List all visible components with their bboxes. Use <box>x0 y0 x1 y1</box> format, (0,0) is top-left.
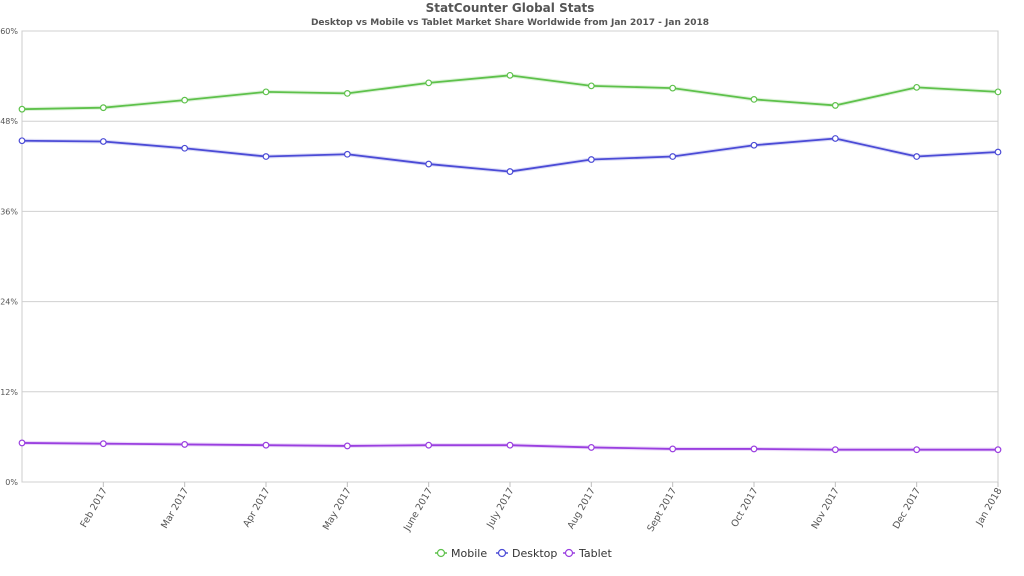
data-point <box>425 79 433 87</box>
chart-subtitle: Desktop vs Mobile vs Tablet Market Share… <box>311 18 709 28</box>
data-point <box>99 440 107 448</box>
x-tick-label: Feb 2017 <box>78 486 110 530</box>
data-point <box>669 153 677 160</box>
data-point <box>343 442 351 450</box>
data-point <box>913 446 921 454</box>
data-point <box>343 150 351 158</box>
x-tick-label: May 2017 <box>321 486 354 532</box>
x-tick-label: Mar 2017 <box>159 486 191 531</box>
data-point <box>262 441 270 449</box>
y-tick-label: 48% <box>0 117 18 126</box>
y-tick-label: 36% <box>0 207 18 216</box>
data-point <box>669 445 677 453</box>
legend-item-mobile: Mobile <box>435 547 487 560</box>
x-tick-label: Sept 2017 <box>645 486 679 534</box>
data-point <box>425 160 433 168</box>
data-point <box>18 137 26 145</box>
x-tick-label: Oct 2017 <box>729 486 760 529</box>
data-point <box>913 83 921 91</box>
data-point <box>587 444 595 451</box>
data-point <box>262 88 270 96</box>
y-axis: 0% 12% 24% 36% 48% 60% <box>0 27 18 487</box>
data-point <box>587 156 595 163</box>
series-line-glow <box>21 136 999 174</box>
legend-item-desktop: Desktop <box>496 547 557 560</box>
data-point <box>831 135 839 142</box>
x-tick-label: Apr 2017 <box>241 486 272 529</box>
series-tablet <box>18 439 1002 454</box>
data-point <box>18 105 26 113</box>
data-point <box>831 102 839 109</box>
series-desktop <box>18 135 1002 175</box>
y-tick-label: 60% <box>0 27 18 36</box>
data-point <box>181 96 189 104</box>
data-point <box>18 439 26 447</box>
data-point <box>831 446 839 454</box>
legend-marker <box>436 548 446 558</box>
data-point <box>506 71 514 79</box>
legend-label: Tablet <box>578 547 612 560</box>
data-point <box>994 148 1002 156</box>
x-tick-label: July 2017 <box>484 486 516 531</box>
series-line-glow <box>21 73 999 112</box>
legend-marker <box>564 548 574 558</box>
data-point <box>506 168 514 175</box>
data-point <box>425 441 433 449</box>
data-point <box>750 141 758 149</box>
legend: Mobile Desktop Tablet <box>435 547 612 560</box>
x-axis: Feb 2017 Mar 2017 Apr 2017 May 2017 June 201… <box>78 482 1005 534</box>
data-point <box>181 144 189 152</box>
data-point <box>343 89 351 97</box>
data-point <box>506 441 514 449</box>
x-tick-label: June 2017 <box>401 486 435 534</box>
data-point <box>99 104 107 112</box>
y-tick-label: 0% <box>5 478 18 487</box>
plot-area <box>18 71 1002 454</box>
series-line <box>21 74 999 111</box>
y-tick-label: 24% <box>0 298 18 307</box>
data-point <box>994 88 1002 96</box>
data-point <box>750 445 758 453</box>
legend-marker <box>497 548 507 558</box>
y-tick-label: 12% <box>0 388 18 397</box>
series-mobile <box>18 71 1002 113</box>
legend-label: Mobile <box>451 547 487 560</box>
legend-item-tablet: Tablet <box>563 547 612 560</box>
legend-label: Desktop <box>512 547 557 560</box>
data-point <box>181 441 189 448</box>
gridlines <box>21 30 999 483</box>
data-point <box>994 446 1002 454</box>
data-point <box>750 96 758 103</box>
x-tick-label: Aug 2017 <box>566 486 598 531</box>
x-tick-label: Nov 2017 <box>810 486 842 531</box>
x-tick-label: Jan 2018 <box>974 486 1005 529</box>
chart-title: StatCounter Global Stats <box>426 1 595 15</box>
data-point <box>262 153 270 160</box>
data-point <box>913 153 921 160</box>
data-point <box>669 84 677 92</box>
data-point <box>99 138 107 145</box>
data-point <box>587 82 595 90</box>
x-tick-label: Dec 2017 <box>891 486 923 531</box>
plot-frame <box>21 30 999 483</box>
